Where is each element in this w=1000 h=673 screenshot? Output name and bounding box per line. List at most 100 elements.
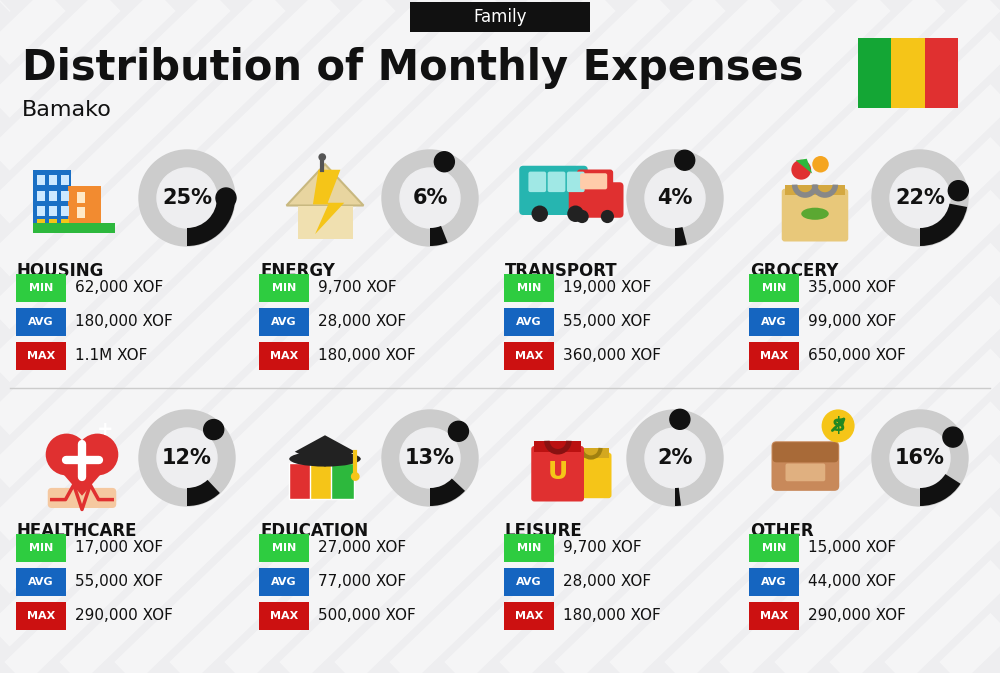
Circle shape (204, 419, 224, 439)
Circle shape (670, 409, 690, 429)
Text: 13%: 13% (405, 448, 455, 468)
FancyBboxPatch shape (504, 602, 554, 630)
FancyBboxPatch shape (32, 223, 115, 233)
FancyBboxPatch shape (310, 463, 333, 499)
Text: Family: Family (473, 8, 527, 26)
Text: 28,000 XOF: 28,000 XOF (318, 314, 406, 330)
Text: 2%: 2% (657, 448, 693, 468)
FancyBboxPatch shape (528, 172, 546, 192)
Text: 180,000 XOF: 180,000 XOF (563, 608, 661, 623)
Circle shape (791, 160, 811, 180)
Text: MAX: MAX (515, 611, 543, 621)
Circle shape (216, 188, 236, 208)
Text: GROCERY: GROCERY (750, 262, 838, 280)
Text: AVG: AVG (28, 317, 54, 327)
FancyBboxPatch shape (259, 342, 309, 370)
Text: TRANSPORT: TRANSPORT (505, 262, 618, 280)
FancyBboxPatch shape (37, 190, 45, 201)
Text: 55,000 XOF: 55,000 XOF (563, 314, 651, 330)
Text: 77,000 XOF: 77,000 XOF (318, 575, 406, 590)
Circle shape (675, 150, 695, 170)
Text: 17,000 XOF: 17,000 XOF (75, 540, 163, 555)
FancyBboxPatch shape (76, 192, 85, 203)
Text: MIN: MIN (517, 283, 541, 293)
Text: MAX: MAX (27, 351, 55, 361)
Text: MIN: MIN (272, 283, 296, 293)
Text: 62,000 XOF: 62,000 XOF (75, 281, 163, 295)
FancyBboxPatch shape (772, 442, 838, 462)
Text: 55,000 XOF: 55,000 XOF (75, 575, 163, 590)
Text: MAX: MAX (760, 611, 788, 621)
Wedge shape (430, 479, 465, 506)
Circle shape (318, 153, 326, 161)
Text: HOUSING: HOUSING (17, 262, 104, 280)
Text: 650,000 XOF: 650,000 XOF (808, 349, 906, 363)
FancyBboxPatch shape (16, 568, 66, 596)
FancyBboxPatch shape (569, 182, 624, 218)
Text: 180,000 XOF: 180,000 XOF (75, 314, 173, 330)
FancyBboxPatch shape (37, 206, 45, 216)
FancyBboxPatch shape (259, 534, 309, 562)
FancyBboxPatch shape (749, 602, 799, 630)
FancyBboxPatch shape (259, 602, 309, 630)
FancyBboxPatch shape (534, 441, 581, 452)
FancyBboxPatch shape (749, 342, 799, 370)
Circle shape (139, 410, 235, 506)
Circle shape (434, 151, 454, 172)
Wedge shape (675, 488, 681, 506)
Ellipse shape (289, 451, 361, 466)
Circle shape (576, 210, 589, 223)
Circle shape (567, 205, 584, 222)
Text: 16%: 16% (895, 448, 945, 468)
Circle shape (448, 421, 468, 441)
Circle shape (627, 150, 723, 246)
Circle shape (400, 168, 460, 228)
FancyBboxPatch shape (782, 188, 848, 242)
FancyBboxPatch shape (577, 170, 613, 192)
FancyBboxPatch shape (16, 308, 66, 336)
Circle shape (601, 210, 614, 223)
FancyBboxPatch shape (298, 205, 352, 238)
Text: AVG: AVG (271, 577, 297, 587)
Text: MAX: MAX (515, 351, 543, 361)
Text: 290,000 XOF: 290,000 XOF (808, 608, 906, 623)
FancyBboxPatch shape (504, 534, 554, 562)
Circle shape (351, 472, 360, 481)
FancyBboxPatch shape (925, 38, 958, 108)
FancyBboxPatch shape (16, 534, 66, 562)
Text: MIN: MIN (762, 283, 786, 293)
FancyBboxPatch shape (259, 568, 309, 596)
Text: 360,000 XOF: 360,000 XOF (563, 349, 661, 363)
FancyBboxPatch shape (749, 568, 799, 596)
Wedge shape (187, 480, 220, 506)
Text: Distribution of Monthly Expenses: Distribution of Monthly Expenses (22, 47, 804, 89)
Text: MIN: MIN (29, 543, 53, 553)
FancyBboxPatch shape (259, 308, 309, 336)
FancyBboxPatch shape (504, 342, 554, 370)
Wedge shape (920, 474, 961, 506)
FancyBboxPatch shape (567, 172, 585, 192)
FancyBboxPatch shape (48, 488, 116, 508)
FancyBboxPatch shape (61, 219, 69, 223)
Text: MIN: MIN (272, 543, 296, 553)
Circle shape (139, 150, 235, 246)
FancyBboxPatch shape (16, 342, 66, 370)
Circle shape (76, 433, 118, 475)
FancyBboxPatch shape (289, 463, 312, 499)
FancyBboxPatch shape (891, 38, 925, 108)
Polygon shape (313, 170, 344, 234)
Text: 180,000 XOF: 180,000 XOF (318, 349, 416, 363)
Text: 99,000 XOF: 99,000 XOF (808, 314, 896, 330)
FancyBboxPatch shape (68, 186, 101, 226)
FancyBboxPatch shape (504, 568, 554, 596)
Text: HEALTHCARE: HEALTHCARE (17, 522, 138, 540)
Text: 28,000 XOF: 28,000 XOF (563, 575, 651, 590)
Text: 35,000 XOF: 35,000 XOF (808, 281, 896, 295)
Circle shape (943, 427, 963, 447)
Text: MAX: MAX (27, 611, 55, 621)
Circle shape (812, 156, 829, 172)
FancyBboxPatch shape (49, 190, 57, 201)
FancyBboxPatch shape (61, 175, 69, 185)
Wedge shape (187, 198, 235, 246)
Polygon shape (295, 435, 355, 466)
